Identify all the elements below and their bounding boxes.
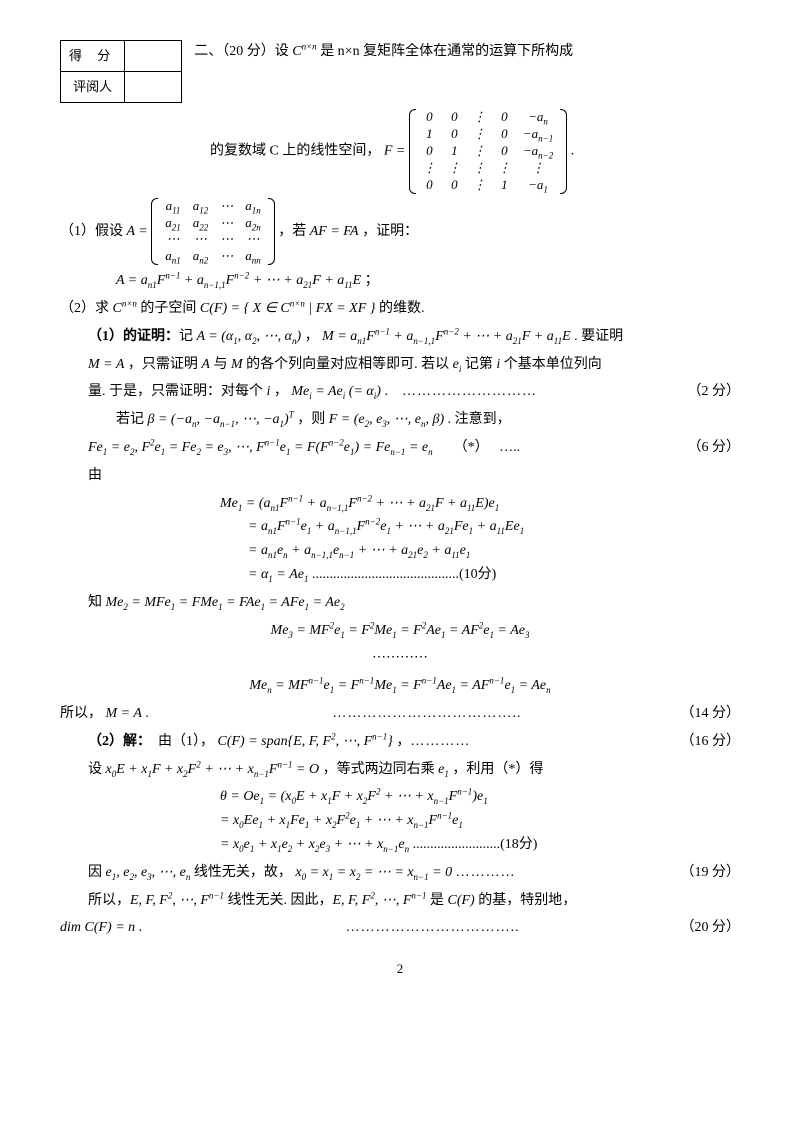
problem-line2-text: 的复数域 C 上的线性空间， xyxy=(210,144,380,159)
part2-body: Cn×n xyxy=(113,301,137,316)
part1-label: （1）假设 xyxy=(60,224,123,239)
sol2-eqblock: θ = Oe1 = (x0E + x1F + x2F2 + ⋯ + xn−1Fn… xyxy=(220,785,740,856)
eq-line: = an1en + an−1,1en−1 + ⋯ + a21e2 + a11e1 xyxy=(220,539,740,563)
sol2-title: （2）解： xyxy=(88,734,151,749)
proof1-l1: （1）的证明：记 A = (α1, α2, ⋯, αn) ， M = an1Fn… xyxy=(60,325,740,349)
A-matrix: a11a12⋯a1n a21a22⋯a2n ⋯⋯⋯⋯ an1an2⋯ann xyxy=(151,198,275,266)
score-table: 得 分 评阅人 xyxy=(60,40,182,103)
q-head-label: 二、（20 分）设 xyxy=(194,44,289,59)
proof1-eqblock: Me1 = (an1Fn−1 + an−1,1Fn−2 + ⋯ + a21F +… xyxy=(220,492,740,587)
eq-line: = an1Fn−1e1 + an−1,1Fn−2e1 + ⋯ + a21Fe1 … xyxy=(220,515,740,539)
pts-16: （16 分） xyxy=(681,730,741,754)
part1-line: （1）假设 A = a11a12⋯a1n a21a22⋯a2n ⋯⋯⋯⋯ an1… xyxy=(60,198,740,266)
pts-19: （19 分） xyxy=(681,861,741,885)
part1-cond: ，若 AF = FA ，证明： xyxy=(278,224,418,239)
period: . xyxy=(571,144,575,159)
reviewer-cell xyxy=(125,72,182,103)
pts-6: （6 分） xyxy=(688,436,741,460)
dots: …………………………….. xyxy=(346,920,520,935)
sol2-l4: 所以，E, F, F2, ⋯, Fn−1 线性无关. 因此，E, F, F2, … xyxy=(60,889,740,913)
reviewer-label: 评阅人 xyxy=(61,72,125,103)
page-number: 2 xyxy=(60,958,740,980)
part2-label: （2）求 xyxy=(60,301,109,316)
cnn-symbol: Cn×n xyxy=(292,44,316,59)
problem-header: 得 分 评阅人 二、（20 分）设 Cn×n 是 n×n 复矩阵全体在通常的运算… xyxy=(60,40,740,103)
proof1-l7: 知 Me2 = MFe1 = FMe1 = FAe1 = AFe1 = Ae2 xyxy=(60,591,740,615)
eq-line: = x0e1 + x1e2 + x2e3 + ⋯ + xn−1en ......… xyxy=(220,833,740,857)
eq-line: = α1 = Ae1 .............................… xyxy=(220,563,740,587)
proof1-l3: 量. 于是，只需证明：对每个 i ， Mei = Aei (= αi) . ……… xyxy=(60,380,740,404)
score-cell xyxy=(125,41,182,72)
A-equals: A = xyxy=(127,224,148,239)
eq-line: θ = Oe1 = (x0E + x1F + x2F2 + ⋯ + xn−1Fn… xyxy=(220,785,740,809)
eq-line: Me1 = (an1Fn−1 + an−1,1Fn−2 + ⋯ + a21F +… xyxy=(220,492,740,516)
proof1-l6: 由 xyxy=(60,464,740,488)
problem-line-2: 的复数域 C 上的线性空间， F = 00⋮0−an 10⋮0−an−1 01⋮… xyxy=(210,109,740,193)
score-label: 得 分 xyxy=(61,41,125,72)
dots: ……………………………….. xyxy=(332,706,521,721)
sol2-l3: 因 e1, e2, e3, ⋯, en 线性无关，故， x0 = x1 = x2… xyxy=(60,861,740,885)
proof1-l2: M = A ，只需证明 A 与 M 的各个列向量对应相等即可. 若以 ei 记第… xyxy=(60,353,740,377)
F-matrix: 00⋮0−an 10⋮0−an−1 01⋮0−an−2 ⋮⋮⋮⋮⋮ 00⋮1−a… xyxy=(409,109,567,193)
proof1-eq7: Men = MFn−1e1 = Fn−1Me1 = Fn−1Ae1 = AFn−… xyxy=(60,674,740,698)
proof1-eq6: ⋯⋯⋯⋯ xyxy=(60,646,740,670)
pts-14: （14 分） xyxy=(681,702,741,726)
part1-result: A = an1Fn−1 + an−1,1Fn−2 + ⋯ + a21F + a1… xyxy=(60,269,740,293)
proof1-l4: 若记 β = (−an, −an−1, ⋯, −a1)T ，则 F = (e2,… xyxy=(60,408,740,432)
proof1-l8: 所以， M = A . ……………………………….. （14 分） xyxy=(60,702,740,726)
sol2-l5: dim C(F) = n . …………………………….. （20 分） xyxy=(60,916,740,940)
proof1-title: （1）的证明： xyxy=(88,329,179,344)
q-head-rest: 是 n×n 复矩阵全体在通常的运算下所构成 xyxy=(320,44,573,59)
proof1-eq5: Me3 = MF2e1 = F2Me1 = F2Ae1 = AF2e1 = Ae… xyxy=(60,619,740,643)
part2-line: （2）求 Cn×n 的子空间 C(F) = { X ∈ Cn×n | FX = … xyxy=(60,297,740,321)
proof1-l5: Fe1 = e2, F2e1 = Fe2 = e3, ⋯, Fn−1e1 = F… xyxy=(60,436,740,460)
eq-line: = x0Ee1 + x1Fe1 + x2F2e1 + ⋯ + xn−1Fn−1e… xyxy=(220,809,740,833)
F-equals: F = xyxy=(384,144,406,159)
pts-2: （2 分） xyxy=(688,380,741,404)
sol2-l2: 设 x0E + x1F + x2F2 + ⋯ + xn−1Fn−1 = O ，等… xyxy=(60,758,740,782)
sol2-l1: （2）解： 由（1）， C(F) = span{E, F, F2, ⋯, Fn−… xyxy=(60,730,740,754)
pts-20: （20 分） xyxy=(681,916,741,940)
